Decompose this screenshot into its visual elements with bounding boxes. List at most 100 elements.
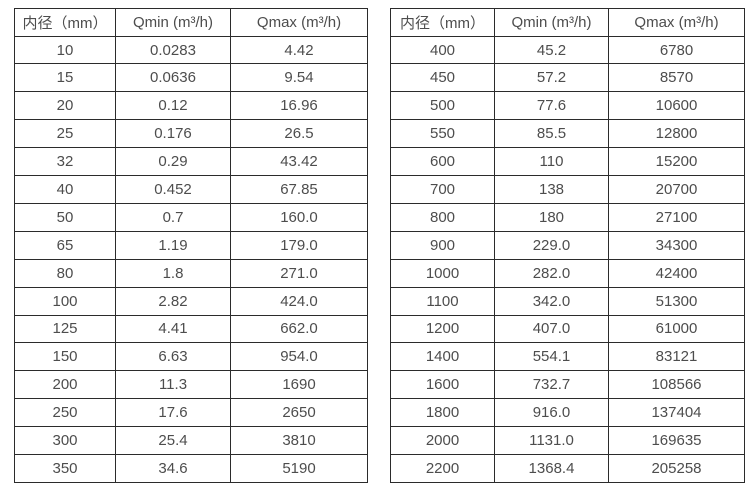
table-body: 400 45.2 6780 450 57.2 8570 500 77.6 10600 550 85.… [390, 35, 745, 483]
table-row: 2200 1368.4 205258 [390, 453, 745, 483]
table-cell: 15 [14, 63, 116, 93]
table-cell: 15200 [608, 147, 745, 177]
table-row: 125 4.41 662.0 [14, 314, 368, 344]
table-cell: 550 [390, 119, 495, 149]
table-cell: 229.0 [494, 230, 609, 260]
table-cell: 11.3 [115, 370, 231, 400]
table-cell: 150 [14, 342, 116, 372]
table-header-row: 内径（mm） Qmin (m³/h) Qmax (m³/h) [390, 8, 745, 37]
table-cell: 85.5 [494, 119, 609, 149]
table-cell: 17.6 [115, 398, 231, 428]
table-cell: 3810 [230, 426, 368, 455]
table-cell: 1368.4 [494, 453, 609, 483]
table-cell: 662.0 [230, 314, 368, 344]
table-cell: 342.0 [494, 286, 609, 316]
table-row: 40 0.452 67.85 [14, 175, 368, 204]
table-cell: 6.63 [115, 342, 231, 372]
table-cell: 4.42 [230, 35, 368, 65]
table-cell: 200 [14, 370, 116, 400]
table-cell: 1600 [390, 370, 495, 400]
table-cell: 407.0 [494, 314, 609, 344]
table-cell: 108566 [608, 370, 745, 400]
table-cell: 1000 [390, 258, 495, 288]
header-inner-diameter: 内径（mm） [14, 8, 116, 37]
table-cell: 42400 [608, 258, 745, 288]
table-cell: 10 [14, 35, 116, 65]
table-cell: 0.176 [115, 119, 231, 149]
table-cell: 5190 [230, 453, 368, 483]
table-cell: 2000 [390, 426, 495, 455]
table-cell: 0.12 [115, 91, 231, 121]
table-row: 1200 407.0 61000 [390, 314, 745, 344]
table-row: 350 34.6 5190 [14, 453, 368, 483]
table-cell: 20700 [608, 175, 745, 204]
table-row: 100 2.82 424.0 [14, 286, 368, 316]
table-row: 450 57.2 8570 [390, 63, 745, 93]
table-cell: 282.0 [494, 258, 609, 288]
table-cell: 34.6 [115, 453, 231, 483]
table-cell: 1400 [390, 342, 495, 372]
table-cell: 0.0636 [115, 63, 231, 93]
table-body: 10 0.0283 4.42 15 0.0636 9.54 20 0.12 16.96 25 0.1… [14, 35, 368, 483]
table-cell: 110 [494, 147, 609, 177]
header-inner-diameter: 内径（mm） [390, 8, 495, 37]
table-cell: 137404 [608, 398, 745, 428]
table-cell: 300 [14, 426, 116, 455]
table-cell: 800 [390, 202, 495, 232]
table-cell: 450 [390, 63, 495, 93]
table-cell: 0.7 [115, 202, 231, 232]
table-row: 1000 282.0 42400 [390, 258, 745, 288]
table-cell: 138 [494, 175, 609, 204]
table-cell: 50 [14, 202, 116, 232]
table-cell: 34300 [608, 230, 745, 260]
table-row: 2000 1131.0 169635 [390, 426, 745, 455]
table-cell: 424.0 [230, 286, 368, 316]
table-cell: 16.96 [230, 91, 368, 121]
table-header-row: 内径（mm） Qmin (m³/h) Qmax (m³/h) [14, 8, 368, 37]
header-qmax: Qmax (m³/h) [608, 8, 745, 37]
table-cell: 100 [14, 286, 116, 316]
header-qmin: Qmin (m³/h) [115, 8, 231, 37]
table-cell: 80 [14, 258, 116, 288]
table-cell: 0.29 [115, 147, 231, 177]
table-row: 200 11.3 1690 [14, 370, 368, 400]
table-row: 1100 342.0 51300 [390, 286, 745, 316]
table-cell: 250 [14, 398, 116, 428]
table-cell: 20 [14, 91, 116, 121]
table-cell: 732.7 [494, 370, 609, 400]
table-cell: 400 [390, 35, 495, 65]
table-row: 900 229.0 34300 [390, 230, 745, 260]
table-cell: 77.6 [494, 91, 609, 121]
table-cell: 179.0 [230, 230, 368, 260]
table-cell: 61000 [608, 314, 745, 344]
table-row: 550 85.5 12800 [390, 119, 745, 149]
table-cell: 8570 [608, 63, 745, 93]
table-row: 25 0.176 26.5 [14, 119, 368, 149]
table-cell: 26.5 [230, 119, 368, 149]
table-cell: 25.4 [115, 426, 231, 455]
table-cell: 0.0283 [115, 35, 231, 65]
table-cell: 916.0 [494, 398, 609, 428]
table-row: 65 1.19 179.0 [14, 230, 368, 260]
table-row: 80 1.8 271.0 [14, 258, 368, 288]
table-row: 10 0.0283 4.42 [14, 35, 368, 65]
table-row: 250 17.6 2650 [14, 398, 368, 428]
table-row: 50 0.7 160.0 [14, 202, 368, 232]
table-cell: 65 [14, 230, 116, 260]
table-cell: 700 [390, 175, 495, 204]
table-cell: 67.85 [230, 175, 368, 204]
table-cell: 1800 [390, 398, 495, 428]
table-cell: 1131.0 [494, 426, 609, 455]
table-row: 32 0.29 43.42 [14, 147, 368, 177]
table-row: 1400 554.1 83121 [390, 342, 745, 372]
table-cell: 1.8 [115, 258, 231, 288]
table-row: 600 110 15200 [390, 147, 745, 177]
flow-table-large-diameters: 内径（mm） Qmin (m³/h) Qmax (m³/h) 400 45.2 67… [390, 8, 745, 483]
table-cell: 125 [14, 314, 116, 344]
flow-table-small-diameters: 内径（mm） Qmin (m³/h) Qmax (m³/h) 10 0.0283 4… [14, 8, 368, 483]
header-qmin: Qmin (m³/h) [494, 8, 609, 37]
header-qmax: Qmax (m³/h) [230, 8, 368, 37]
table-row: 400 45.2 6780 [390, 35, 745, 65]
table-cell: 57.2 [494, 63, 609, 93]
table-cell: 10600 [608, 91, 745, 121]
